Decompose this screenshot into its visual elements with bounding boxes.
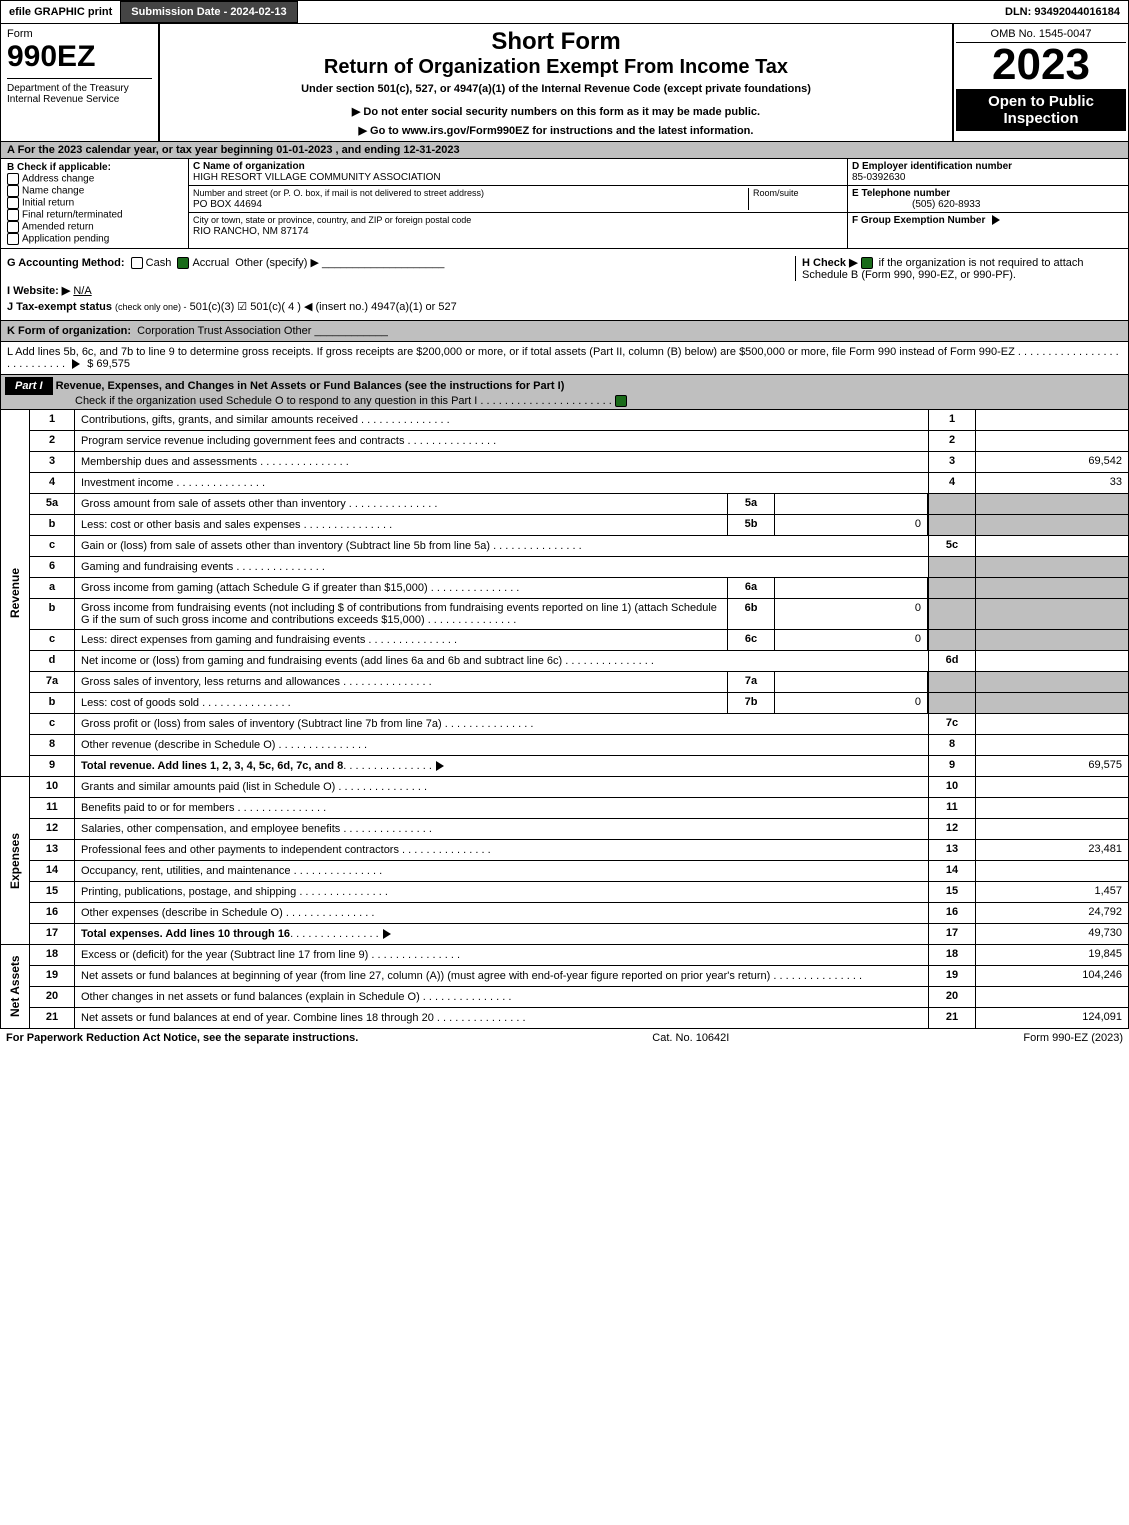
form-number: 990EZ bbox=[7, 40, 152, 74]
dln-label: DLN: 93492044016184 bbox=[997, 2, 1128, 22]
subtitle-section: Under section 501(c), 527, or 4947(a)(1)… bbox=[166, 83, 946, 95]
line-20: 20Other changes in net assets or fund ba… bbox=[30, 987, 1128, 1008]
line-21: 21Net assets or fund balances at end of … bbox=[30, 1008, 1128, 1028]
side-revenue: Revenue bbox=[1, 410, 30, 776]
line-14: 14Occupancy, rent, utilities, and mainte… bbox=[30, 861, 1128, 882]
e-label: E Telephone number bbox=[852, 188, 950, 199]
submission-date-button[interactable]: Submission Date - 2024-02-13 bbox=[120, 1, 297, 23]
line-6d: dNet income or (loss) from gaming and fu… bbox=[30, 651, 1128, 672]
title-short-form: Short Form bbox=[166, 28, 946, 56]
line-5b: bLess: cost or other basis and sales exp… bbox=[30, 515, 1128, 536]
footer-left: For Paperwork Reduction Act Notice, see … bbox=[6, 1032, 358, 1044]
line-3: 3Membership dues and assessments . . . .… bbox=[30, 452, 1128, 473]
section-l: L Add lines 5b, 6c, and 7b to line 9 to … bbox=[0, 342, 1129, 375]
line-7a: 7aGross sales of inventory, less returns… bbox=[30, 672, 1128, 693]
footer-right: Form 990-EZ (2023) bbox=[1023, 1032, 1123, 1044]
website-value: N/A bbox=[73, 285, 91, 297]
line-11: 11Benefits paid to or for members . . . … bbox=[30, 798, 1128, 819]
chk-address-change[interactable] bbox=[7, 173, 19, 185]
g-label: G Accounting Method: bbox=[7, 257, 125, 269]
f-label: F Group Exemption Number bbox=[852, 215, 985, 226]
line-19: 19Net assets or fund balances at beginni… bbox=[30, 966, 1128, 987]
line-6a: aGross income from gaming (attach Schedu… bbox=[30, 578, 1128, 599]
line-9: 9Total revenue. Add lines 1, 2, 3, 4, 5c… bbox=[30, 756, 1128, 776]
h-label: H Check ▶ bbox=[802, 257, 858, 269]
form-word: Form bbox=[7, 28, 152, 40]
expenses-table: Expenses 10Grants and similar amounts pa… bbox=[0, 777, 1129, 945]
room-suite-label: Room/suite bbox=[748, 188, 843, 210]
line-1: 1Contributions, gifts, grants, and simil… bbox=[30, 410, 1128, 431]
chk-final-return[interactable] bbox=[7, 209, 19, 221]
ein-value: 85-0392630 bbox=[852, 172, 905, 183]
title-return: Return of Organization Exempt From Incom… bbox=[166, 56, 946, 79]
revenue-table: Revenue 1Contributions, gifts, grants, a… bbox=[0, 410, 1129, 777]
line-6: 6Gaming and fundraising events . . . . .… bbox=[30, 557, 1128, 578]
c-name-label: C Name of organization bbox=[193, 161, 305, 172]
line-5a: 5aGross amount from sale of assets other… bbox=[30, 494, 1128, 515]
netassets-table: Net Assets 18Excess or (deficit) for the… bbox=[0, 945, 1129, 1029]
efile-label[interactable]: efile GRAPHIC print bbox=[1, 2, 120, 22]
line-7b: bLess: cost of goods sold . . . . . . . … bbox=[30, 693, 1128, 714]
chk-amended-return[interactable] bbox=[7, 221, 19, 233]
d-label: D Employer identification number bbox=[852, 161, 1012, 172]
line-18: 18Excess or (deficit) for the year (Subt… bbox=[30, 945, 1128, 966]
line-15: 15Printing, publications, postage, and s… bbox=[30, 882, 1128, 903]
k-options: Corporation Trust Association Other bbox=[137, 325, 311, 337]
line-4: 4Investment income . . . . . . . . . . .… bbox=[30, 473, 1128, 494]
line-6c: cLess: direct expenses from gaming and f… bbox=[30, 630, 1128, 651]
line-8: 8Other revenue (describe in Schedule O) … bbox=[30, 735, 1128, 756]
side-netassets: Net Assets bbox=[1, 945, 30, 1028]
j-options: 501(c)(3) ☑ 501(c)( 4 ) ◀ (insert no.) 4… bbox=[190, 301, 457, 313]
irs-label: Internal Revenue Service bbox=[7, 94, 119, 105]
i-label: I Website: ▶ bbox=[7, 285, 70, 297]
open-inspection: Open to Public Inspection bbox=[956, 89, 1126, 131]
section-k: K Form of organization: Corporation Trus… bbox=[0, 321, 1129, 342]
line-7c: cGross profit or (loss) from sales of in… bbox=[30, 714, 1128, 735]
line-6b: bGross income from fundraising events (n… bbox=[30, 599, 1128, 630]
subtitle-ssn: ▶ Do not enter social security numbers o… bbox=[166, 105, 946, 118]
form-header: Form 990EZ Department of the Treasury In… bbox=[0, 24, 1129, 142]
org-city: RIO RANCHO, NM 87174 bbox=[193, 226, 309, 237]
l-text: L Add lines 5b, 6c, and 7b to line 9 to … bbox=[7, 346, 1015, 358]
part1-title: Revenue, Expenses, and Changes in Net As… bbox=[56, 380, 565, 392]
top-bar: efile GRAPHIC print Submission Date - 20… bbox=[0, 0, 1129, 24]
side-expenses: Expenses bbox=[1, 777, 30, 944]
subtitle-goto: ▶ Go to www.irs.gov/Form990EZ for instru… bbox=[166, 124, 946, 137]
k-label: K Form of organization: bbox=[7, 325, 131, 337]
chk-application-pending[interactable] bbox=[7, 233, 19, 245]
line-12: 12Salaries, other compensation, and empl… bbox=[30, 819, 1128, 840]
j-label: J Tax-exempt status bbox=[7, 301, 112, 313]
line-5c: cGain or (loss) from sale of assets othe… bbox=[30, 536, 1128, 557]
chk-schedule-o[interactable] bbox=[615, 395, 627, 407]
dept-label: Department of the Treasury bbox=[7, 83, 129, 94]
part1-header: Part I Revenue, Expenses, and Changes in… bbox=[0, 375, 1129, 410]
line-17: 17Total expenses. Add lines 10 through 1… bbox=[30, 924, 1128, 944]
part1-badge: Part I bbox=[5, 377, 53, 395]
page-footer: For Paperwork Reduction Act Notice, see … bbox=[0, 1029, 1129, 1047]
chk-accrual[interactable] bbox=[177, 257, 189, 269]
chk-initial-return[interactable] bbox=[7, 197, 19, 209]
l-value: $ 69,575 bbox=[87, 358, 130, 370]
line-2: 2Program service revenue including gover… bbox=[30, 431, 1128, 452]
line-13: 13Professional fees and other payments t… bbox=[30, 840, 1128, 861]
tax-year: 2023 bbox=[956, 43, 1126, 87]
section-ghij: G Accounting Method: Cash Accrual Other … bbox=[0, 249, 1129, 321]
b-label: B Check if applicable: bbox=[7, 162, 182, 173]
chk-cash[interactable] bbox=[131, 257, 143, 269]
section-bcdef: B Check if applicable: Address change Na… bbox=[0, 159, 1129, 249]
phone-value: (505) 620-8933 bbox=[852, 199, 980, 210]
arrow-icon bbox=[992, 215, 1000, 225]
chk-schedule-b[interactable] bbox=[861, 257, 873, 269]
c-addr-label: Number and street (or P. O. box, if mail… bbox=[193, 188, 484, 198]
c-city-label: City or town, state or province, country… bbox=[193, 215, 471, 225]
line-10: 10Grants and similar amounts paid (list … bbox=[30, 777, 1128, 798]
footer-mid: Cat. No. 10642I bbox=[652, 1032, 729, 1044]
part1-check: Check if the organization used Schedule … bbox=[5, 395, 477, 407]
org-address: PO BOX 44694 bbox=[193, 199, 262, 210]
section-a: A For the 2023 calendar year, or tax yea… bbox=[0, 142, 1129, 159]
org-name: HIGH RESORT VILLAGE COMMUNITY ASSOCIATIO… bbox=[193, 172, 441, 183]
arrow-icon bbox=[72, 359, 80, 369]
chk-name-change[interactable] bbox=[7, 185, 19, 197]
line-16: 16Other expenses (describe in Schedule O… bbox=[30, 903, 1128, 924]
